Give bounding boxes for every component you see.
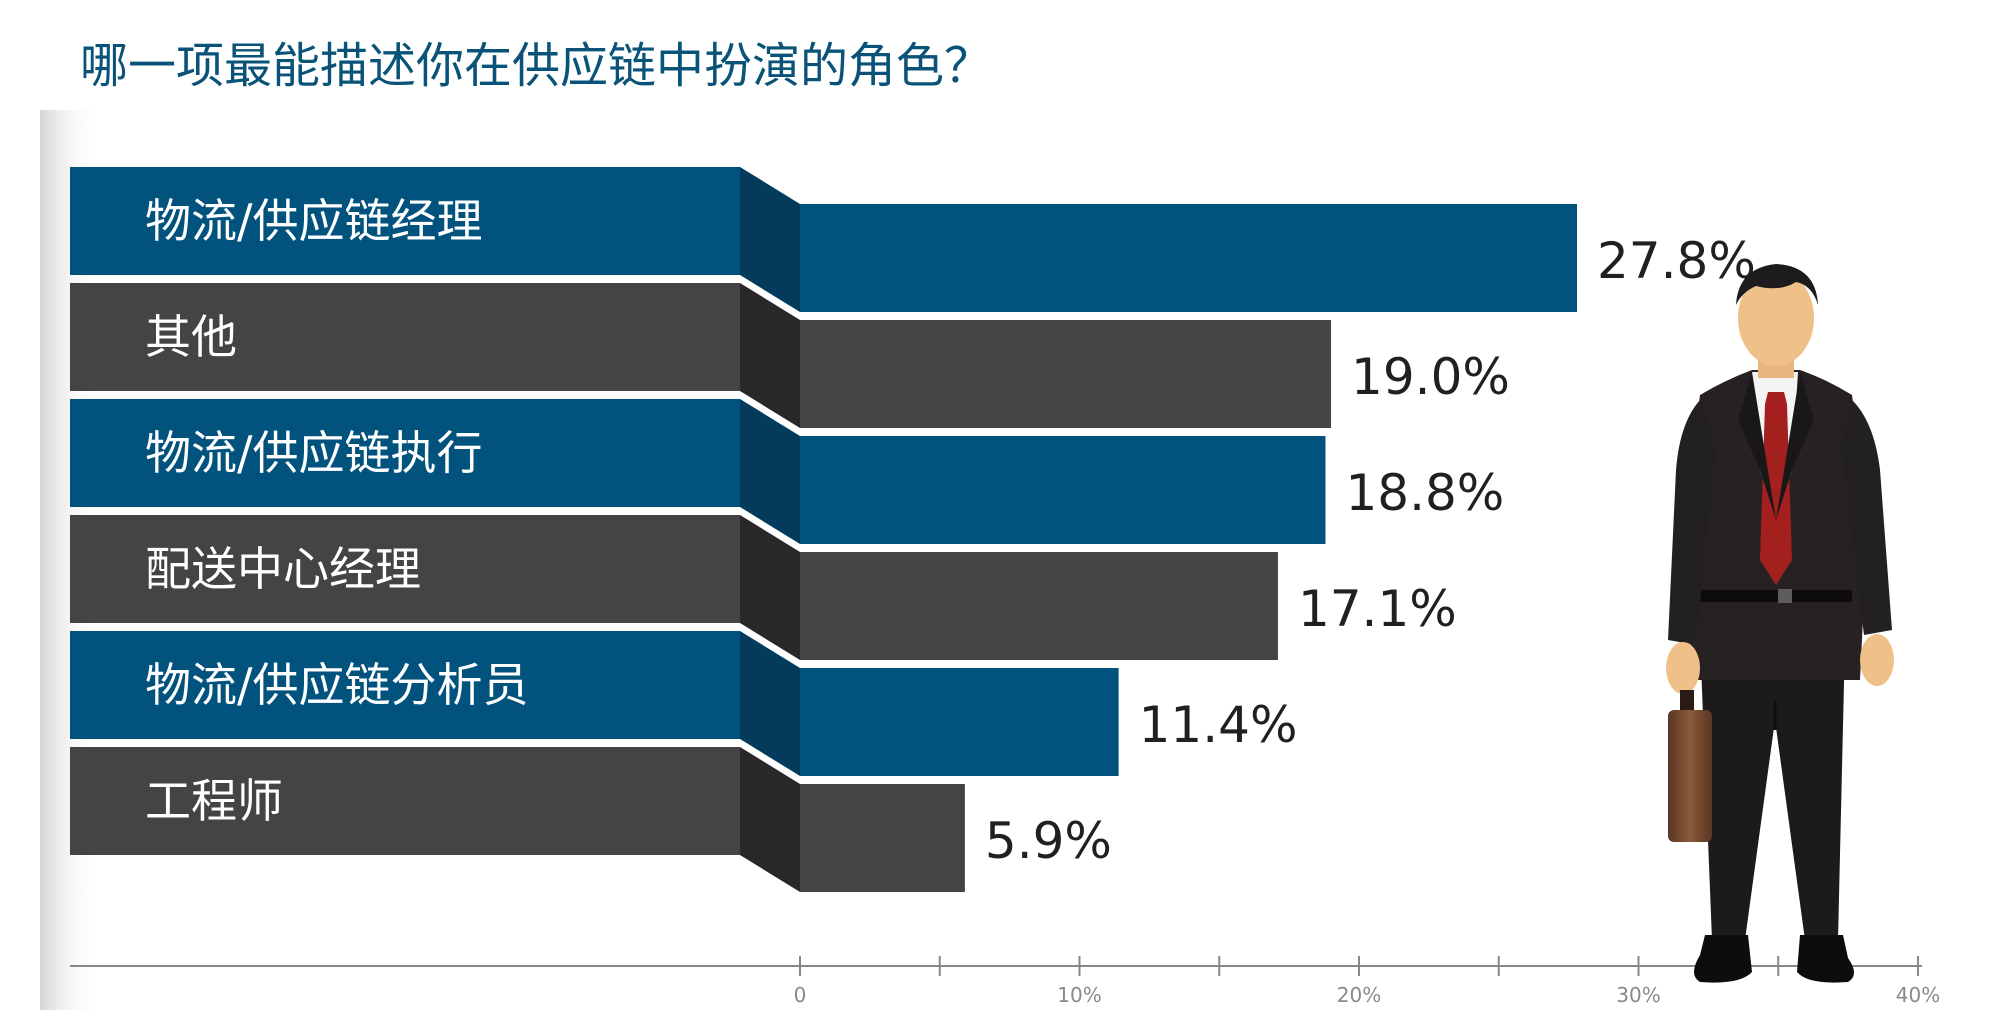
- category-label: 其他: [145, 310, 237, 364]
- bar: [800, 436, 1326, 544]
- category-label-panel: [70, 747, 740, 855]
- data-label: 5.9%: [985, 812, 1112, 870]
- data-label: 18.8%: [1345, 464, 1504, 522]
- bar-connector: [740, 631, 800, 776]
- data-label: 19.0%: [1351, 348, 1510, 406]
- bar-connector: [740, 399, 800, 544]
- x-axis: 0 10% 20% 30% 40%: [70, 956, 1940, 1007]
- bar-connector: [740, 167, 800, 312]
- category-label-panel: [70, 399, 740, 507]
- x-tick-label: 20%: [1337, 983, 1381, 1007]
- x-tick-label: 0: [794, 983, 807, 1007]
- category-label: 物流/供应链执行: [145, 426, 483, 480]
- chart-title: 哪一项最能描述你在供应链中扮演的角色？: [80, 38, 992, 94]
- bars-layer: 物流/供应链经理 27.8% 其他 19.0% 物流/供应链执行 18.8% 配送中心经理 1…: [70, 167, 1756, 892]
- bar: [800, 204, 1578, 312]
- category-label-panel: [70, 631, 740, 739]
- category-label-panel: [70, 167, 740, 275]
- data-label: 27.8%: [1597, 232, 1756, 290]
- category-label-panel: [70, 515, 740, 623]
- x-tick-label: 40%: [1896, 983, 1940, 1007]
- bar: [800, 784, 965, 892]
- x-tick-label: 30%: [1616, 983, 1660, 1007]
- category-label: 配送中心经理: [145, 542, 421, 596]
- bar-connector: [740, 283, 800, 428]
- category-label: 物流/供应链分析员: [145, 658, 529, 712]
- category-label-panel: [70, 283, 740, 391]
- businessman-illustration: [1666, 264, 1894, 983]
- x-tick-label: 10%: [1057, 983, 1101, 1007]
- category-label: 物流/供应链经理: [145, 194, 483, 248]
- bar: [800, 668, 1119, 776]
- bar: [800, 320, 1332, 428]
- bar: [800, 552, 1278, 660]
- bar-connector: [740, 515, 800, 660]
- data-label: 11.4%: [1139, 696, 1298, 754]
- data-label: 17.1%: [1298, 580, 1457, 638]
- category-label: 工程师: [145, 774, 283, 828]
- bar-connector: [740, 747, 800, 892]
